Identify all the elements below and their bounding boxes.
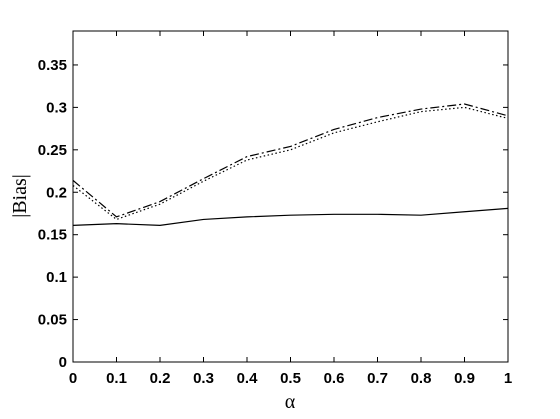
x-tick-label: 1 [504, 370, 512, 387]
y-tick-label: 0.15 [38, 227, 67, 244]
y-axis-title: |Bias| [9, 174, 31, 218]
x-tick-label: 0 [69, 370, 77, 387]
y-tick-label: 0.2 [46, 184, 67, 201]
series-line-solid [72, 207, 509, 226]
x-tick-label: 0.6 [324, 370, 345, 387]
x-tick-label: 0.5 [280, 370, 301, 387]
series-layer [72, 103, 509, 226]
y-tick-label: 0.25 [38, 142, 67, 159]
y-tick-label: 0.1 [46, 269, 67, 286]
x-tick-label: 0.7 [367, 370, 388, 387]
y-tick-label: 0.05 [38, 312, 67, 329]
x-tick-label: 0.4 [237, 370, 259, 387]
x-axis-title: α [285, 391, 296, 413]
y-tick-label: 0.3 [46, 99, 67, 116]
x-tick-label: 0.3 [193, 370, 214, 387]
y-tick-label: 0.35 [38, 57, 67, 74]
series-line-dashdot [72, 103, 509, 218]
x-tick-label: 0.9 [454, 370, 475, 387]
plot-area-frame [72, 30, 509, 363]
x-tick-label: 0.1 [106, 370, 127, 387]
x-tick-label: 0.8 [411, 370, 432, 387]
x-tick-label: 0.2 [150, 370, 171, 387]
plot-area-background [73, 31, 508, 362]
ticks-layer: 0 0.1 0.2 0.3 0.4 0.5 0.6 0.7 0.8 0.9 1 0 0.05 0.1 0.1… [38, 31, 512, 387]
y-tick-label: 0 [59, 354, 67, 371]
